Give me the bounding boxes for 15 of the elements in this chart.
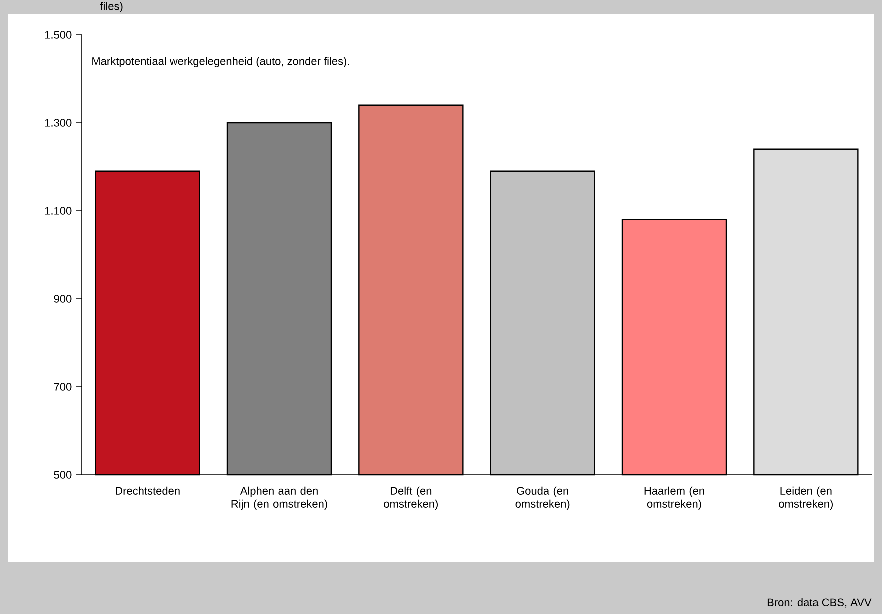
y-tick-label: 1.500 [45,31,72,39]
x-tick-label: Drechtsteden [116,486,180,495]
annotation: Marktpotentiaal werkgelegenheid (auto, zonder files). [92,57,350,68]
x-tick-label: Leiden (en omstreken) [779,486,833,510]
y-tick-label: 1.300 [45,119,72,127]
chart-title: files) [100,2,123,12]
x-tick-label: Haarlem (en omstreken) [644,486,704,510]
y-tick-label: 500 [54,471,72,479]
x-tick-label: Gouda (en omstreken) [516,486,570,510]
x-tick-label: Delft (en omstreken) [384,486,438,510]
x-tick-label: Alphen aan den Rijn (en omstreken) [232,486,328,510]
y-tick-label: 700 [54,383,72,391]
y-tick-label: 900 [54,295,72,303]
text: Bron: data CBS, AVV [768,598,872,608]
y-tick-label: 1.100 [45,207,72,215]
